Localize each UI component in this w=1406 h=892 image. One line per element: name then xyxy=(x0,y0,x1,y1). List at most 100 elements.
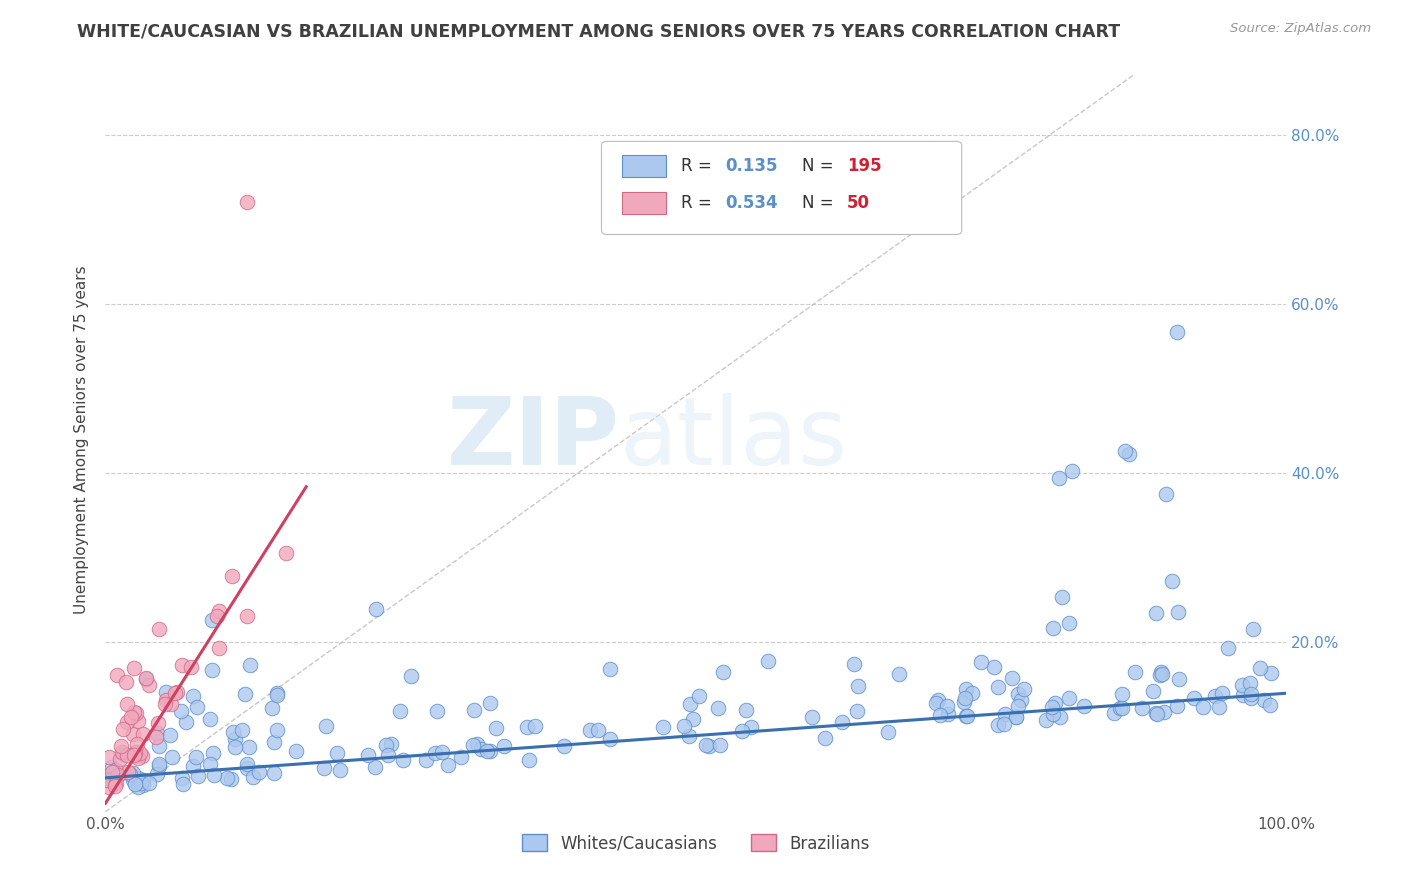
Point xyxy=(1012,681,1035,696)
Y-axis label: Unemployment Among Seniors over 75 years: Unemployment Among Seniors over 75 years xyxy=(75,265,90,614)
Point xyxy=(983,660,1005,674)
Point xyxy=(172,777,194,791)
Text: 0.534: 0.534 xyxy=(725,194,778,212)
Point xyxy=(927,692,949,706)
Point xyxy=(120,710,142,724)
Point xyxy=(1150,665,1173,679)
Point xyxy=(494,739,516,753)
Point xyxy=(756,654,779,668)
Point xyxy=(115,675,138,690)
Point xyxy=(579,723,602,737)
Point xyxy=(121,727,143,741)
Point xyxy=(470,742,492,756)
Point xyxy=(138,678,160,692)
Point xyxy=(124,746,146,760)
Point xyxy=(1007,687,1029,701)
Text: 50: 50 xyxy=(848,194,870,212)
Point xyxy=(127,737,149,751)
Point xyxy=(465,737,488,751)
Point xyxy=(1111,687,1133,701)
Point xyxy=(326,746,349,760)
Point xyxy=(1130,701,1153,715)
Point xyxy=(426,704,449,718)
Point xyxy=(174,714,197,729)
Point xyxy=(146,767,169,781)
Point xyxy=(170,771,193,785)
Point xyxy=(180,660,202,674)
Point xyxy=(877,725,900,739)
Point xyxy=(110,752,132,766)
Point xyxy=(1153,705,1175,719)
Point xyxy=(953,691,976,706)
Point xyxy=(263,735,285,749)
Point xyxy=(1042,621,1064,635)
Text: N =: N = xyxy=(803,194,839,212)
Point xyxy=(208,604,231,618)
Point xyxy=(711,665,734,679)
Point xyxy=(96,773,118,788)
Point xyxy=(202,746,225,760)
Point xyxy=(127,771,149,785)
FancyBboxPatch shape xyxy=(602,141,962,235)
Point xyxy=(1123,665,1146,680)
Point xyxy=(388,704,411,718)
Point xyxy=(219,772,242,786)
Point xyxy=(125,706,148,721)
Point xyxy=(135,672,157,686)
Point xyxy=(120,767,142,781)
Point xyxy=(377,748,399,763)
Point xyxy=(485,722,508,736)
Point xyxy=(239,658,262,673)
Point xyxy=(187,769,209,783)
Point xyxy=(688,689,710,703)
Text: atlas: atlas xyxy=(619,393,848,485)
Point xyxy=(132,778,155,792)
Point xyxy=(163,686,186,700)
Point xyxy=(98,749,121,764)
Point xyxy=(103,775,125,789)
Point xyxy=(135,671,157,685)
Point xyxy=(678,730,700,744)
Point xyxy=(222,725,245,739)
Point xyxy=(423,746,446,760)
Point xyxy=(707,700,730,714)
Point xyxy=(652,720,675,734)
Point xyxy=(1239,675,1261,690)
Point xyxy=(117,765,139,780)
Point xyxy=(238,739,260,754)
Point xyxy=(215,772,238,786)
Point xyxy=(1152,666,1174,681)
Point xyxy=(169,704,191,718)
Point xyxy=(697,739,720,753)
Point xyxy=(1161,574,1184,588)
Point xyxy=(159,728,181,742)
Point xyxy=(953,695,976,709)
Point xyxy=(1057,690,1080,705)
Point xyxy=(391,753,413,767)
Point xyxy=(200,663,222,677)
Point xyxy=(1001,671,1024,685)
Point xyxy=(1035,714,1057,728)
Point xyxy=(731,723,754,738)
Point xyxy=(1102,706,1125,720)
Text: Source: ZipAtlas.com: Source: ZipAtlas.com xyxy=(1230,22,1371,36)
Point xyxy=(127,714,149,728)
Point xyxy=(233,687,256,701)
Point xyxy=(993,716,1015,731)
Point xyxy=(122,772,145,787)
Point xyxy=(160,750,183,764)
Point xyxy=(380,737,402,751)
Point xyxy=(955,682,977,697)
Point xyxy=(461,738,484,752)
Text: R =: R = xyxy=(681,194,717,212)
Point xyxy=(148,759,170,773)
Point xyxy=(124,777,146,791)
Point xyxy=(987,680,1010,694)
Point xyxy=(800,710,823,724)
Point xyxy=(970,655,993,669)
Point xyxy=(145,730,167,744)
Point xyxy=(284,744,307,758)
Point xyxy=(122,766,145,780)
Point xyxy=(463,703,485,717)
Point xyxy=(221,569,243,583)
